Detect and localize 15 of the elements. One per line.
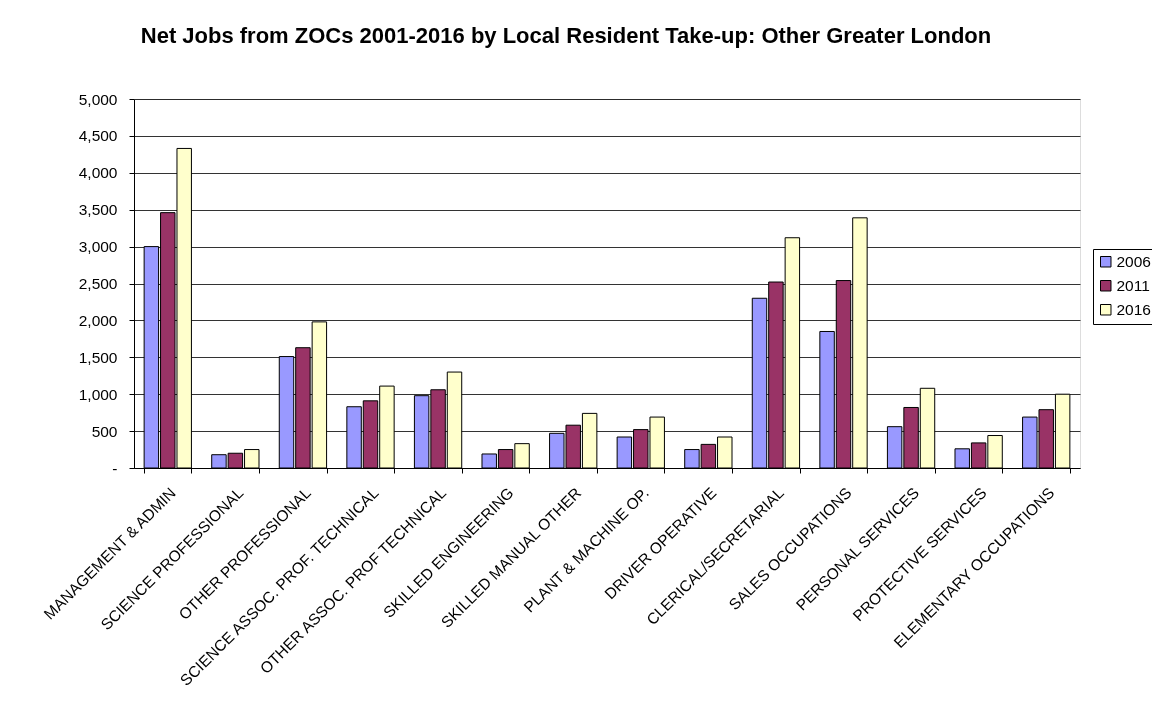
legend-label: 2006	[1116, 252, 1151, 270]
y-tick-label: 2,000	[78, 311, 118, 329]
y-tick-label: 5,000	[78, 90, 118, 108]
y-tick-label: -	[112, 459, 118, 477]
y-tick-label: 4,000	[78, 164, 118, 182]
y-tick-label: 500	[91, 422, 118, 440]
y-tick-label: 3,000	[78, 238, 118, 256]
y-tick-label: 2,500	[78, 275, 118, 292]
legend-label: 2011	[1116, 276, 1150, 294]
y-tick-label: 1,500	[78, 348, 118, 366]
y-tick-label: 1,000	[78, 385, 118, 403]
legend-label: 2016	[1116, 300, 1151, 318]
chart-title: Net Jobs from ZOCs 2001-2016 by Local Resident Take-up: Other Greater London	[140, 23, 992, 48]
y-tick-label: 4,500	[78, 127, 118, 145]
y-tick-label: 3,500	[78, 201, 118, 219]
